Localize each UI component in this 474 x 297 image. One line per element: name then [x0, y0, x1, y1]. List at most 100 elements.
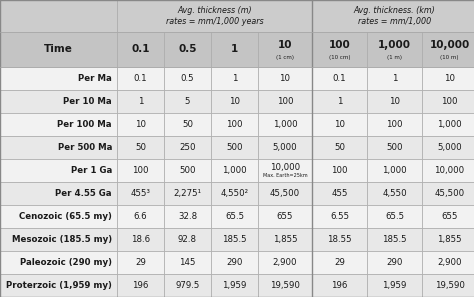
Text: 185.5: 185.5 — [382, 235, 407, 244]
Text: 5,000: 5,000 — [437, 143, 462, 152]
Text: 1: 1 — [232, 74, 237, 83]
Bar — [0, 136, 117, 159]
Text: 145: 145 — [179, 258, 196, 267]
Bar — [258, 159, 312, 182]
Text: 10,000: 10,000 — [270, 162, 300, 172]
Bar — [164, 251, 211, 274]
Text: (10 cm): (10 cm) — [329, 55, 350, 60]
Bar — [367, 182, 422, 205]
Text: 290: 290 — [386, 258, 403, 267]
Text: 10: 10 — [389, 97, 400, 106]
Bar — [422, 136, 474, 159]
Text: 29: 29 — [135, 258, 146, 267]
Bar — [117, 0, 312, 32]
Text: 6.55: 6.55 — [330, 212, 349, 221]
Bar — [367, 90, 422, 113]
Text: 1,000: 1,000 — [378, 40, 411, 50]
Text: 100: 100 — [226, 120, 243, 129]
Text: 29: 29 — [334, 258, 345, 267]
Bar — [422, 113, 474, 136]
Text: 19,590: 19,590 — [435, 281, 465, 290]
Text: 2,900: 2,900 — [437, 258, 462, 267]
Text: 1,000: 1,000 — [437, 120, 462, 129]
Text: 65.5: 65.5 — [385, 212, 404, 221]
Text: 10: 10 — [334, 120, 345, 129]
Text: 0.1: 0.1 — [333, 74, 346, 83]
Text: Per Ma: Per Ma — [78, 74, 112, 83]
Bar — [312, 182, 367, 205]
Bar — [117, 136, 164, 159]
Bar — [0, 113, 117, 136]
Text: 65.5: 65.5 — [225, 212, 244, 221]
Text: 979.5: 979.5 — [175, 281, 200, 290]
Bar — [0, 228, 117, 251]
Bar — [312, 159, 367, 182]
Text: Per 100 Ma: Per 100 Ma — [57, 120, 112, 129]
Text: 500: 500 — [386, 143, 403, 152]
Bar — [258, 90, 312, 113]
Text: 0.1: 0.1 — [134, 74, 147, 83]
Text: 1,000: 1,000 — [222, 166, 247, 175]
Bar — [211, 251, 258, 274]
Text: Proterzoic (1,959 my): Proterzoic (1,959 my) — [6, 281, 112, 290]
Text: 18.55: 18.55 — [327, 235, 352, 244]
Bar — [211, 228, 258, 251]
Bar — [422, 90, 474, 113]
Bar — [422, 205, 474, 228]
Bar — [0, 90, 117, 113]
Bar — [117, 159, 164, 182]
Bar — [211, 90, 258, 113]
Text: 185.5: 185.5 — [222, 235, 247, 244]
Text: 10,000: 10,000 — [429, 40, 470, 50]
Bar — [422, 274, 474, 297]
Text: 290: 290 — [226, 258, 243, 267]
Text: 10: 10 — [444, 74, 455, 83]
Bar — [367, 251, 422, 274]
Text: 50: 50 — [135, 143, 146, 152]
Text: 100: 100 — [328, 40, 350, 50]
Bar — [422, 32, 474, 67]
Text: 18.6: 18.6 — [131, 235, 150, 244]
Bar — [211, 159, 258, 182]
Bar — [211, 67, 258, 90]
Text: 50: 50 — [182, 120, 193, 129]
Bar — [117, 205, 164, 228]
Text: 5,000: 5,000 — [273, 143, 297, 152]
Bar — [117, 251, 164, 274]
Bar — [0, 182, 117, 205]
Text: 100: 100 — [331, 166, 348, 175]
Bar — [117, 274, 164, 297]
Bar — [312, 90, 367, 113]
Bar — [164, 159, 211, 182]
Bar — [211, 113, 258, 136]
Bar — [0, 251, 117, 274]
Text: 100: 100 — [277, 97, 293, 106]
Bar — [211, 274, 258, 297]
Bar — [0, 32, 117, 67]
Bar — [164, 113, 211, 136]
Bar — [258, 136, 312, 159]
Bar — [422, 228, 474, 251]
Bar — [422, 182, 474, 205]
Bar — [0, 67, 117, 90]
Text: Paleozoic (290 my): Paleozoic (290 my) — [20, 258, 112, 267]
Text: Per 1 Ga: Per 1 Ga — [71, 166, 112, 175]
Bar — [0, 0, 117, 32]
Text: 1: 1 — [138, 97, 143, 106]
Bar — [312, 0, 474, 32]
Text: 92.8: 92.8 — [178, 235, 197, 244]
Text: 45,500: 45,500 — [270, 189, 300, 198]
Bar — [0, 159, 117, 182]
Bar — [367, 67, 422, 90]
Text: 0.5: 0.5 — [181, 74, 194, 83]
Bar — [312, 67, 367, 90]
Bar — [312, 274, 367, 297]
Text: 1,959: 1,959 — [383, 281, 407, 290]
Text: 455: 455 — [331, 189, 348, 198]
Text: 50: 50 — [334, 143, 345, 152]
Text: (1 cm): (1 cm) — [276, 55, 294, 60]
Text: 100: 100 — [441, 97, 458, 106]
Text: 455³: 455³ — [130, 189, 151, 198]
Text: Avg. thickness (m)
rates = mm/1,000 years: Avg. thickness (m) rates = mm/1,000 year… — [166, 6, 264, 26]
Bar — [367, 159, 422, 182]
